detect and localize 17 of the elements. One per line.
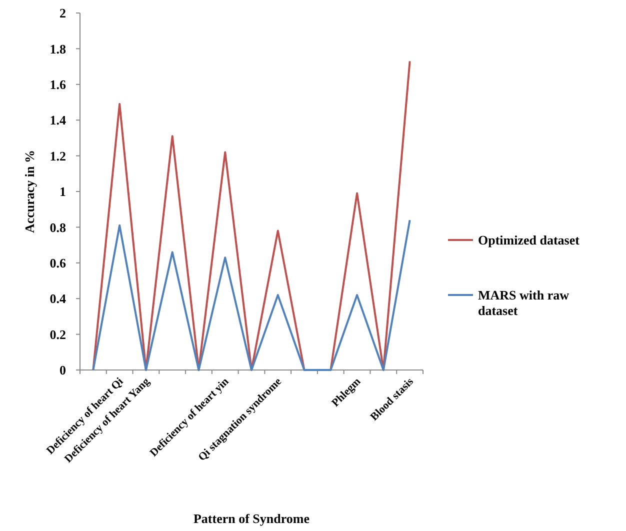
y-tick-label: 2 xyxy=(60,6,66,21)
line-series xyxy=(92,60,411,371)
y-tick-label: 0.8 xyxy=(50,220,66,235)
y-tick-label: 0 xyxy=(60,362,66,378)
line-series xyxy=(92,219,411,371)
y-tick-label: 0.6 xyxy=(50,255,66,270)
y-tick-label: 1.2 xyxy=(50,148,66,164)
y-tick-label: 0.4 xyxy=(50,291,66,306)
y-axis-title: Accuracy in % xyxy=(22,150,37,234)
y-tick-label: 0.2 xyxy=(50,326,66,342)
x-axis-title: Pattern of Syndrome xyxy=(193,511,310,526)
legend-label: Optimized dataset xyxy=(478,232,580,248)
y-tick-label: 1.6 xyxy=(50,76,66,92)
legend-label: MARS with raw dataset xyxy=(478,288,570,318)
y-tick-label: 1.8 xyxy=(50,41,66,56)
y-tick-label: 1 xyxy=(60,184,66,200)
y-tick-label: 1.4 xyxy=(50,112,66,128)
